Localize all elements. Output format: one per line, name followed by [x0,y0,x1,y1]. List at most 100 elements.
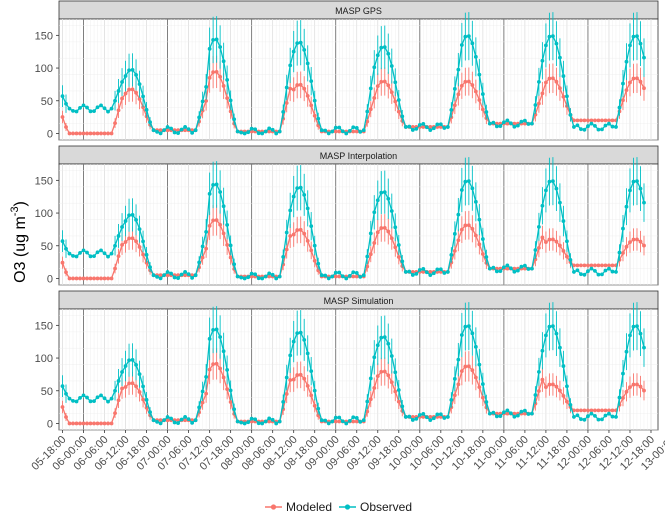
data-point [477,385,482,390]
data-point [547,76,552,81]
data-point [295,41,300,46]
data-point [466,179,471,184]
data-point [281,109,286,114]
data-point [491,265,496,270]
data-point [603,123,608,128]
data-point [74,421,79,426]
data-point [375,198,380,203]
data-point [204,391,209,396]
data-point [452,103,457,108]
data-point [344,276,349,281]
data-point [130,87,135,92]
data-point [628,333,632,338]
data-point [95,250,100,255]
data-point [375,343,380,348]
data-point [78,396,82,400]
data-point [134,384,138,389]
data-point [95,276,100,281]
data-point [456,238,461,243]
data-point [218,190,223,194]
data-point [333,129,338,134]
data-point [78,106,82,110]
data-point [561,393,566,398]
data-point [526,122,531,126]
data-point [449,398,454,402]
data-point [183,125,188,129]
data-point [368,397,373,402]
data-point [365,109,370,114]
data-point [551,34,555,39]
data-point [445,270,450,274]
data-point [565,254,569,259]
data-point [558,55,562,60]
data-point [204,246,209,251]
data-point [298,372,303,377]
data-point [400,404,405,409]
data-point [628,240,632,244]
data-point [561,364,566,368]
data-point [323,128,328,133]
data-point [586,414,590,419]
data-point [631,76,636,81]
data-point [183,415,188,419]
data-point [109,131,114,136]
data-point [431,126,436,131]
data-point [134,90,138,95]
data-point [372,386,377,390]
data-point [551,237,555,242]
data-point [305,238,310,243]
data-point [372,210,377,215]
legend-marker [270,504,277,510]
data-point [71,276,75,281]
data-point [438,122,443,127]
data-point [582,408,587,413]
data-point [551,324,555,329]
plot-area [58,163,659,286]
data-point [351,415,356,420]
data-point [614,415,618,419]
data-point [603,118,608,123]
data-point [522,408,527,413]
data-point [354,419,359,424]
data-point [600,127,604,132]
data-point [400,114,405,119]
data-point [225,78,230,82]
data-point [361,128,366,133]
data-point [638,384,643,389]
data-point [484,255,489,259]
data-point [298,185,303,190]
data-point [288,234,293,238]
data-point [624,389,629,394]
data-point [519,264,524,269]
data-point [607,408,611,413]
data-point [456,92,461,97]
data-point [449,253,454,257]
data-point [452,393,457,398]
data-point [414,271,419,276]
data-point [515,413,520,418]
data-point [617,250,622,255]
data-point [228,400,233,404]
data-point [400,259,405,264]
data-point [487,121,492,126]
data-point [137,390,142,394]
data-point [522,121,527,126]
data-point [165,415,170,419]
data-point [81,421,86,426]
data-point [127,87,131,92]
y-tick-label: 100 [35,208,53,220]
data-point [435,412,440,417]
data-point [572,263,576,268]
data-point [575,413,580,418]
data-point [421,125,426,129]
data-point [410,418,415,422]
data-point [204,374,209,379]
y-tick-label: 150 [35,175,53,187]
data-point [354,274,359,279]
data-point [421,266,426,271]
data-point [312,98,317,103]
data-point [537,79,541,84]
data-point [515,268,520,273]
data-point [85,395,89,400]
data-point [631,34,636,39]
